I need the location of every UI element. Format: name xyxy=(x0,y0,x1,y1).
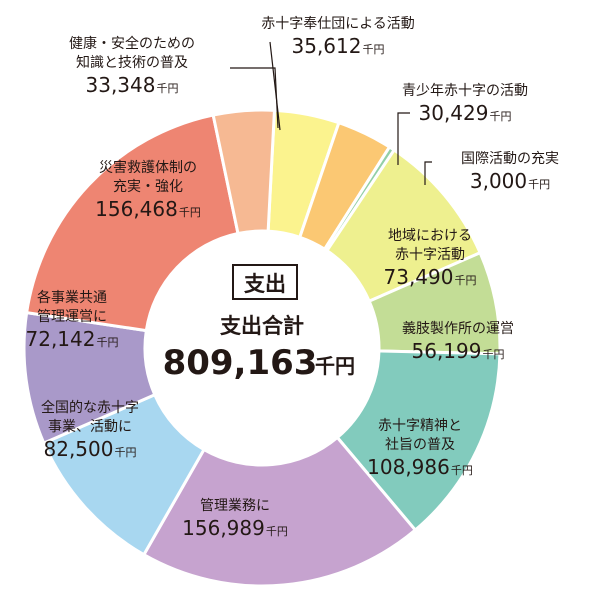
slice-label-line: 管理業務に xyxy=(200,498,270,514)
leader-lines-group xyxy=(230,41,432,185)
slice-label-line: 地域における xyxy=(388,228,472,244)
slice-value: 156,989千円 xyxy=(182,516,288,540)
center-tag-box xyxy=(232,264,298,300)
slice-6 xyxy=(141,435,418,588)
center-label: 支出 支出合計 809,163 千円 xyxy=(163,264,355,383)
slice-label-line: 赤十字奉仕団による活動 xyxy=(261,16,415,32)
leader-line-0 xyxy=(269,41,281,131)
slice-value: 30,429千円 xyxy=(419,101,512,125)
slice-label-2: 国際活動の充実 3,000千円 xyxy=(461,151,559,193)
slice-label-line: 知識と技術の普及 xyxy=(76,54,188,71)
center-subtitle: 支出合計 xyxy=(220,314,304,338)
slice-label-1: 青少年赤十字の活動 30,429千円 xyxy=(402,83,528,125)
slice-label-4: 義肢製作所の運営 56,199千円 xyxy=(402,320,514,363)
slices-group xyxy=(22,108,502,588)
leader-line-1 xyxy=(397,112,410,165)
slice-label-line: 全国的な赤十字 xyxy=(41,399,139,416)
center-total: 809,163 xyxy=(163,343,318,383)
slice-value: 35,612千円 xyxy=(292,34,385,58)
slice-label-line: 赤十字活動 xyxy=(395,247,465,263)
center-tag: 支出 xyxy=(244,272,286,296)
slice-value: 108,986千円 xyxy=(367,455,473,479)
slice-9 xyxy=(24,113,240,333)
leader-line-10 xyxy=(230,67,279,129)
slice-value: 156,468千円 xyxy=(95,197,201,221)
slice-label-line: 充実・強化 xyxy=(113,179,183,195)
center-total-unit: 千円 xyxy=(315,354,355,378)
slice-label-line: 災害救護体制の xyxy=(99,160,197,176)
slice-label-line: 管理運営に xyxy=(37,309,107,325)
slice-value: 82,500千円 xyxy=(44,437,137,461)
slice-label-6: 管理業務に 156,989千円 xyxy=(182,498,288,540)
slice-label-0: 赤十字奉仕団による活動 35,612千円 xyxy=(261,16,415,58)
slice-label-line: 義肢製作所の運営 xyxy=(402,320,514,337)
slice-label-line: 青少年赤十字の活動 xyxy=(402,83,528,99)
slice-label-line: 事業、活動に xyxy=(48,419,132,435)
slice-label-line: 各事業共通 xyxy=(37,290,107,306)
slice-label-line: 国際活動の充実 xyxy=(461,151,559,167)
slice-10 xyxy=(211,108,277,236)
slice-value: 3,000千円 xyxy=(470,169,550,193)
slice-label-line: 赤十字精神と xyxy=(378,418,462,434)
slice-value: 56,199千円 xyxy=(412,339,505,363)
slice-value: 72,142千円 xyxy=(26,327,119,351)
slice-value: 33,348千円 xyxy=(86,73,179,97)
slice-label-line: 健康・安全のための xyxy=(69,35,195,52)
leader-line-2 xyxy=(424,161,432,185)
slice-label-line: 社旨の普及 xyxy=(385,437,455,453)
slice-value: 73,490千円 xyxy=(384,265,477,289)
